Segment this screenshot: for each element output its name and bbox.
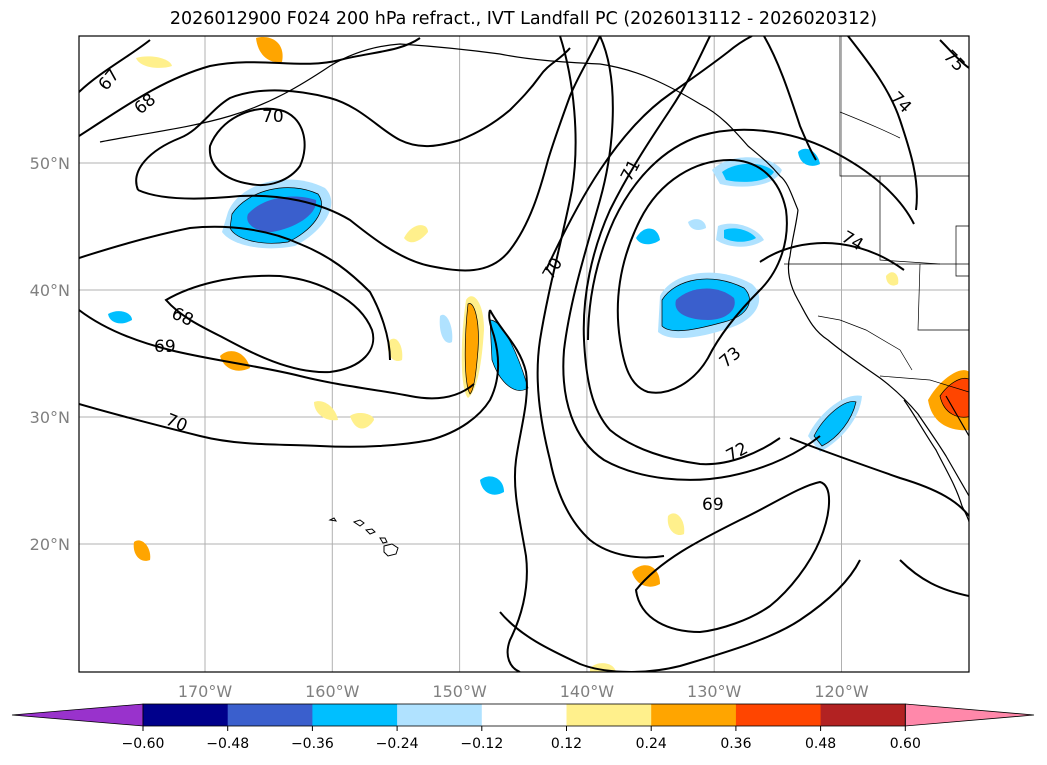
colorbar-tick-label: −0.60	[122, 736, 165, 752]
colorbar-segment	[481, 704, 567, 726]
neg-blob-150w-strip	[490, 320, 528, 391]
contour-68-west	[164, 274, 375, 374]
colorbar: −0.60 −0.48 −0.36 −0.24 −0.12 0.12 0.24 0.36 0.4…	[11, 703, 1035, 752]
contour-75	[939, 39, 969, 69]
longitude-label: 120°W	[814, 682, 869, 701]
contour-74-ne	[847, 36, 918, 211]
pos-blob-w5	[667, 513, 685, 536]
colorbar-segment	[397, 704, 483, 726]
colorbar-segment	[143, 704, 229, 726]
pos-blob-w2	[387, 338, 403, 362]
contour-71	[545, 36, 753, 271]
colorbar-extend-high	[904, 703, 1035, 727]
colorbar-frame	[142, 703, 906, 727]
colorbar-segment	[566, 704, 652, 726]
pos-blob-w10	[886, 272, 899, 286]
colorbar-segment	[820, 704, 906, 726]
political-borders	[784, 36, 969, 393]
pos-blob-west	[220, 351, 250, 371]
longitude-label: 130°W	[687, 682, 742, 701]
neg-blob-offshore-core	[675, 288, 735, 320]
colorbar-segment	[227, 704, 313, 726]
longitude-label: 140°W	[560, 682, 615, 701]
longitude-label: 150°W	[432, 682, 487, 701]
refractivity-contours	[79, 36, 969, 672]
pos-blob-150w-strip-core	[465, 303, 479, 394]
contour-70-south	[79, 309, 500, 448]
colorbar-segment	[312, 704, 398, 726]
contour-mexico	[899, 559, 969, 597]
colorbar-segment	[735, 704, 822, 726]
coastline-us-west	[787, 209, 969, 497]
latitude-label: 50°N	[30, 154, 70, 173]
longitude-label: 170°W	[178, 682, 233, 701]
colorbar-tick-label: 0.12	[551, 736, 582, 752]
contour-label: 69	[702, 495, 724, 515]
contour-70-main	[137, 36, 601, 272]
latitude-label: 40°N	[30, 281, 70, 300]
latitude-labels: 50°N 40°N 30°N 20°N	[30, 154, 70, 554]
pos-blob-w3	[133, 540, 151, 561]
neg-blob-small-1	[636, 228, 660, 245]
neg-blob-small-2	[688, 219, 706, 230]
colorbar-tick-label: −0.36	[291, 736, 334, 752]
hawaiian-islands	[328, 517, 399, 557]
pos-blob-mexico-core	[940, 378, 969, 418]
contour-label: 69	[154, 337, 176, 357]
pos-blob-topleft	[256, 37, 283, 63]
latitude-label: 20°N	[30, 535, 70, 554]
ivt-shading	[108, 37, 969, 672]
coastlines	[99, 43, 969, 523]
contour-73-inner	[587, 128, 915, 341]
map-title: 2026012900 F024 200 hPa refract., IVT La…	[169, 9, 878, 29]
contour-71-south	[536, 36, 665, 559]
colorbar-tick-label: −0.48	[206, 736, 249, 752]
contour-74	[759, 241, 905, 271]
colorbar-tick-label: 0.48	[805, 736, 836, 752]
neg-blob-oregon-offshore-core	[724, 228, 756, 242]
colorbar-segment	[651, 704, 737, 726]
neg-blob-vancouver	[798, 148, 820, 166]
neg-blob-small-4	[108, 311, 132, 324]
pos-blob-w4	[136, 56, 172, 68]
contour-72-mid	[562, 36, 821, 481]
coastline-alaska	[99, 43, 799, 211]
neg-blob-150w-strip-2	[439, 314, 453, 343]
neg-blob-baja-offshore-core	[814, 401, 856, 446]
colorbar-tick-label: 0.36	[720, 736, 751, 752]
colorbar-tick-label: −0.12	[460, 736, 503, 752]
colorbar-tick-label: 0.60	[890, 736, 921, 752]
contour-70-closed-nw	[208, 107, 306, 186]
longitude-labels: 170°W 160°W 150°W 140°W 130°W 120°W	[178, 682, 869, 701]
contour-68-north	[79, 37, 421, 137]
map-frame	[78, 35, 970, 673]
map-area	[79, 36, 969, 672]
colorbar-tick-label: 0.24	[636, 736, 667, 752]
contour-69-south-closed	[634, 480, 831, 634]
contour-label: 70	[262, 107, 284, 127]
latitude-label: 30°N	[30, 408, 70, 427]
colorbar-tick-label: −0.24	[376, 736, 419, 752]
contour-69-south	[499, 559, 861, 672]
pos-blob-south	[632, 565, 660, 587]
pos-blob-w8	[350, 413, 374, 429]
contour-70-north	[135, 47, 571, 191]
contour-69	[79, 225, 391, 361]
contour-70-eastern-lobe	[489, 309, 528, 672]
contour-73-closed	[616, 158, 788, 394]
contour-74-top	[763, 36, 817, 161]
colorbar-extend-low	[11, 703, 144, 727]
contour-69-mid	[79, 309, 475, 400]
neg-blob-small-3	[480, 476, 504, 495]
coastline-baja	[903, 399, 969, 523]
pos-blob-w6	[404, 225, 428, 243]
neg-blob-central-pacific-core	[247, 196, 317, 232]
longitude-label: 160°W	[305, 682, 360, 701]
contour-72-upper	[582, 36, 781, 466]
contour-67	[79, 39, 151, 93]
contour-69-east	[789, 437, 969, 517]
pos-blob-w7	[314, 401, 338, 421]
coastline-mexico-mainland	[945, 395, 969, 437]
